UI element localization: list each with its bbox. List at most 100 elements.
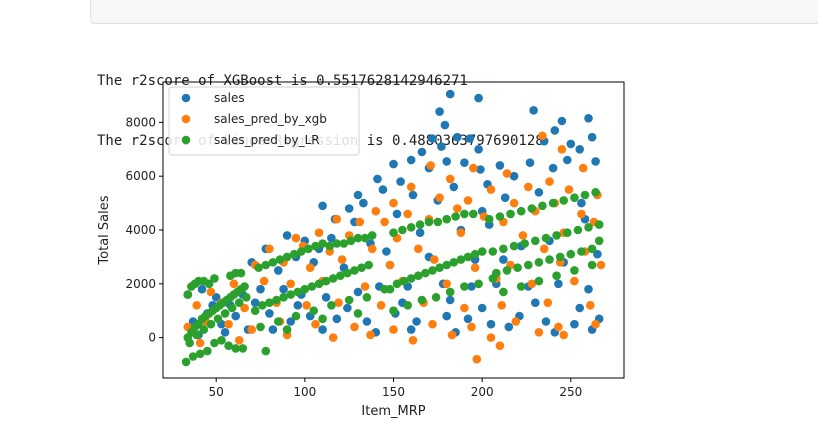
point-series-0 — [445, 89, 455, 99]
point-series-2 — [516, 282, 526, 291]
point-series-2 — [346, 236, 356, 246]
point-series-1 — [539, 244, 549, 254]
cell-output: The r2score of XGBoost is 0.551762814294… — [97, 31, 544, 171]
point-series-0 — [282, 231, 292, 240]
point-series-2 — [353, 309, 363, 318]
point-series-2 — [289, 249, 299, 259]
point-series-1 — [380, 217, 389, 227]
point-series-1 — [502, 169, 512, 178]
point-series-0 — [353, 190, 363, 200]
point-series-2 — [353, 233, 363, 243]
point-series-2 — [220, 309, 230, 318]
point-series-0 — [504, 322, 514, 332]
point-series-2 — [577, 247, 586, 256]
point-series-2 — [286, 290, 296, 299]
point-series-2 — [282, 252, 292, 262]
point-series-0 — [437, 142, 446, 151]
point-series-2 — [392, 279, 402, 289]
point-series-1 — [240, 303, 249, 313]
point-series-2 — [488, 247, 498, 256]
point-series-0 — [477, 303, 487, 313]
point-series-1 — [554, 322, 563, 332]
point-series-1 — [570, 276, 579, 286]
point-series-2 — [545, 255, 554, 264]
point-series-2 — [357, 263, 366, 273]
point-series-2 — [188, 352, 198, 361]
point-series-0 — [378, 185, 388, 194]
point-series-1 — [559, 330, 568, 340]
point-series-1 — [334, 298, 343, 308]
point-series-0 — [575, 303, 584, 313]
point-series-0 — [382, 247, 391, 256]
point-series-2 — [552, 231, 561, 240]
point-series-2 — [318, 239, 327, 248]
y-tick-label: 0 — [148, 331, 156, 345]
point-series-1 — [586, 301, 595, 310]
point-series-2 — [203, 346, 212, 356]
point-series-0 — [460, 158, 469, 167]
point-series-2 — [428, 266, 437, 275]
point-series-2 — [311, 241, 320, 251]
point-series-2 — [469, 209, 478, 219]
point-series-2 — [516, 206, 526, 216]
point-series-2 — [406, 274, 416, 283]
point-series-0 — [584, 114, 593, 123]
point-series-2 — [210, 338, 219, 348]
legend-marker — [181, 93, 191, 103]
point-series-0 — [256, 284, 265, 294]
point-series-2 — [272, 295, 281, 305]
point-series-2 — [460, 209, 469, 219]
point-series-2 — [227, 303, 237, 313]
point-series-2 — [265, 298, 274, 308]
point-series-1 — [543, 298, 553, 308]
point-series-2 — [291, 311, 301, 321]
legend: sales sales_pred_by_xgb sales_pred_by_LR — [168, 86, 360, 156]
output-line-xgboost-r2: The r2score of XGBoost is 0.551762814294… — [97, 73, 468, 89]
point-series-2 — [279, 293, 288, 302]
point-series-1 — [447, 330, 457, 340]
point-series-0 — [442, 157, 452, 166]
point-series-0 — [486, 319, 496, 329]
point-series-0 — [593, 249, 602, 259]
point-series-2 — [499, 287, 508, 297]
point-series-0 — [344, 204, 354, 213]
point-series-2 — [210, 274, 219, 283]
point-series-2 — [282, 325, 292, 334]
point-series-2 — [343, 268, 352, 278]
point-series-0 — [587, 132, 597, 142]
legend-marker — [181, 135, 191, 145]
point-series-0 — [321, 293, 331, 302]
point-series-0 — [591, 157, 600, 166]
point-series-0 — [584, 284, 593, 294]
point-series-2 — [548, 198, 558, 208]
point-series-2 — [520, 239, 529, 248]
point-series-1 — [442, 279, 452, 289]
point-series-2 — [570, 266, 579, 275]
axes-ticks-layer: 50 100 150 200 250 0 2000 4000 6000 8000 — [125, 115, 582, 399]
point-series-0 — [563, 155, 572, 165]
point-series-1 — [195, 338, 205, 348]
point-series-1 — [456, 228, 466, 237]
point-series-1 — [428, 319, 437, 329]
point-series-2 — [570, 193, 579, 202]
point-series-2 — [213, 314, 223, 324]
point-series-2 — [293, 287, 303, 297]
x-axis-label: Item_MRP — [361, 404, 425, 419]
point-series-1 — [469, 163, 478, 173]
point-series-1 — [247, 325, 256, 334]
point-series-0 — [500, 193, 510, 202]
point-series-2 — [234, 298, 244, 308]
point-series-0 — [343, 303, 352, 313]
point-series-0 — [412, 317, 421, 326]
legend-box — [168, 86, 360, 156]
point-series-1 — [518, 231, 528, 240]
point-series-1 — [385, 260, 395, 270]
point-series-2 — [258, 301, 267, 310]
point-series-2 — [367, 231, 377, 240]
legend-marker — [181, 114, 191, 124]
point-series-2 — [492, 268, 501, 278]
point-series-0 — [465, 134, 475, 143]
x-tick-label: 200 — [471, 385, 494, 399]
point-series-2 — [350, 266, 359, 275]
